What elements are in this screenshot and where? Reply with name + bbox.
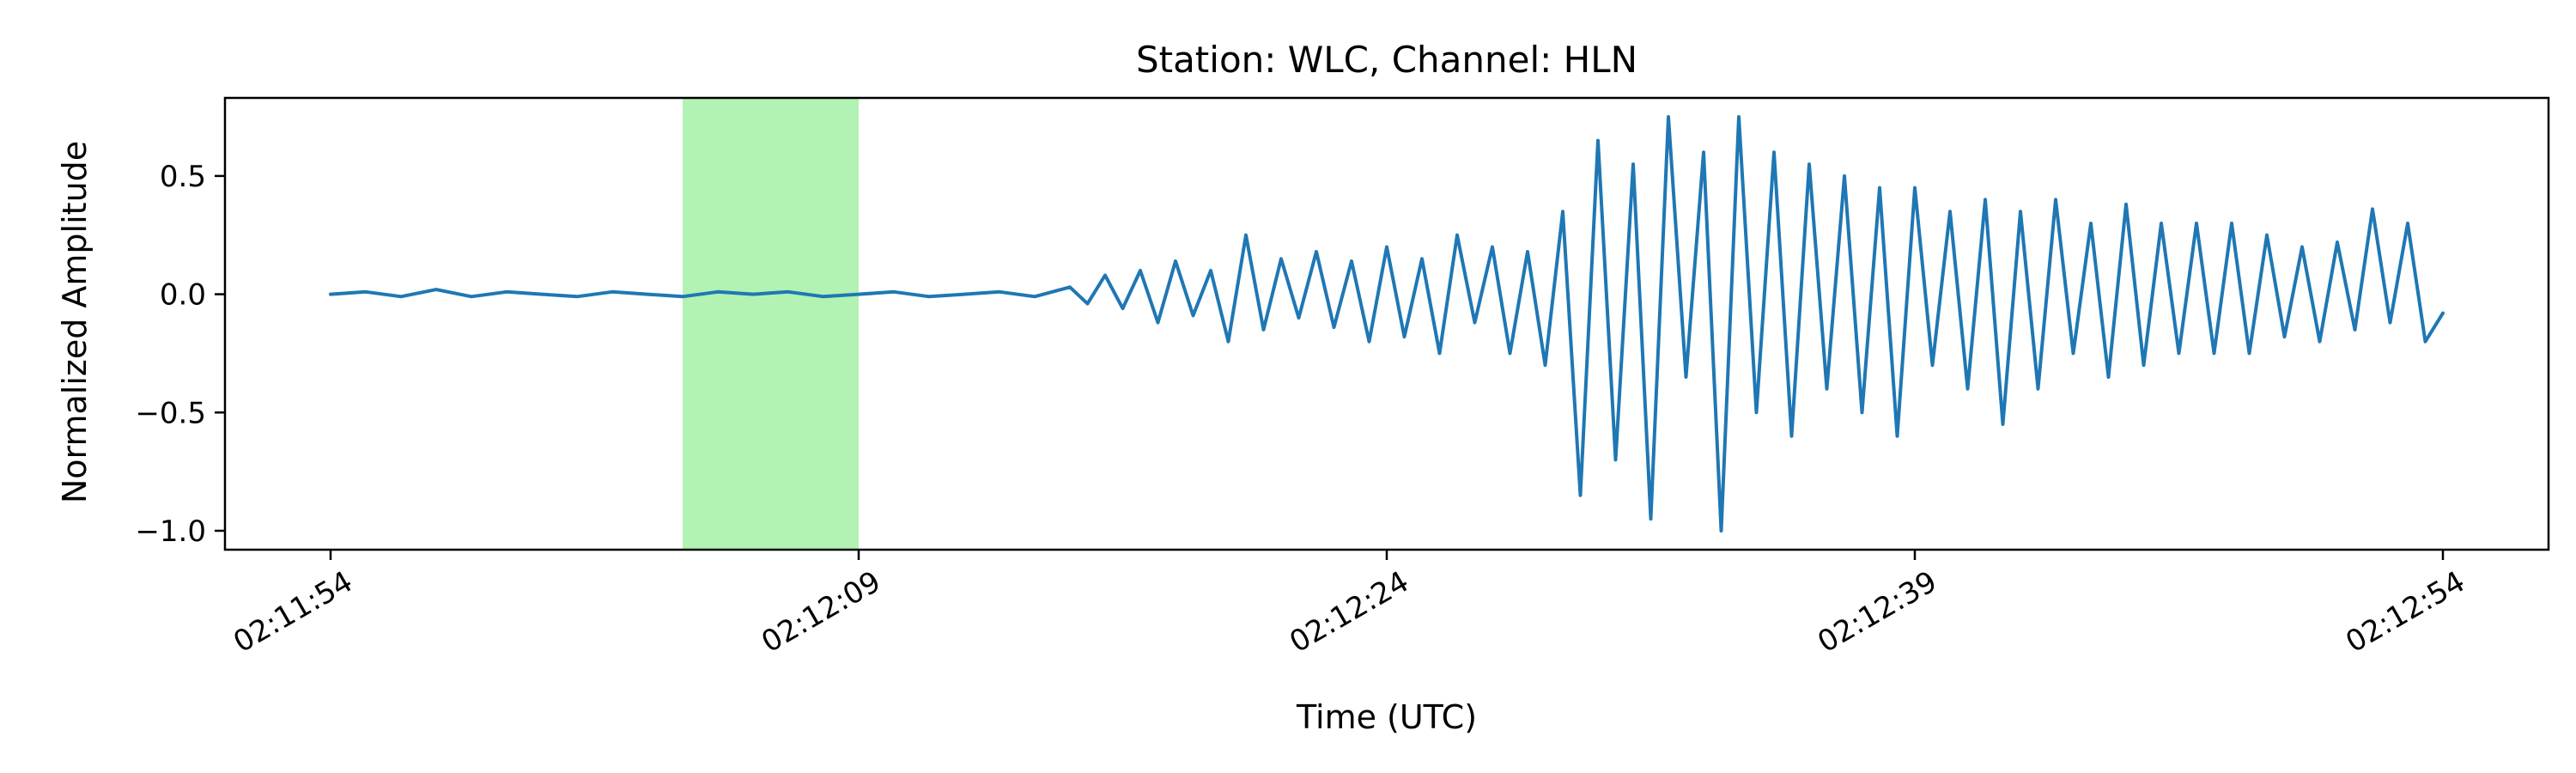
x-tick-label: 02:11:54	[228, 564, 358, 660]
x-tick-label: 02:12:54	[2340, 564, 2470, 660]
highlight-window	[683, 98, 859, 550]
x-tick-label: 02:12:09	[756, 564, 886, 660]
y-tick-label: −0.5	[135, 396, 206, 430]
series-line-0	[329, 115, 2445, 533]
y-axis-label: Normalized Amplitude	[56, 141, 94, 503]
x-tick-label: 02:12:24	[1284, 564, 1414, 660]
y-tick-label: 0.0	[160, 278, 206, 313]
x-tick-label: 02:12:39	[1812, 564, 1942, 660]
y-tick-label: 0.5	[160, 160, 206, 194]
plot-frame	[223, 96, 2550, 551]
chart-title: Station: WLC, Channel: HLN	[1136, 39, 1637, 81]
y-tick-label: −1.0	[135, 514, 206, 549]
x-axis-label: Time (UTC)	[1296, 698, 1477, 736]
